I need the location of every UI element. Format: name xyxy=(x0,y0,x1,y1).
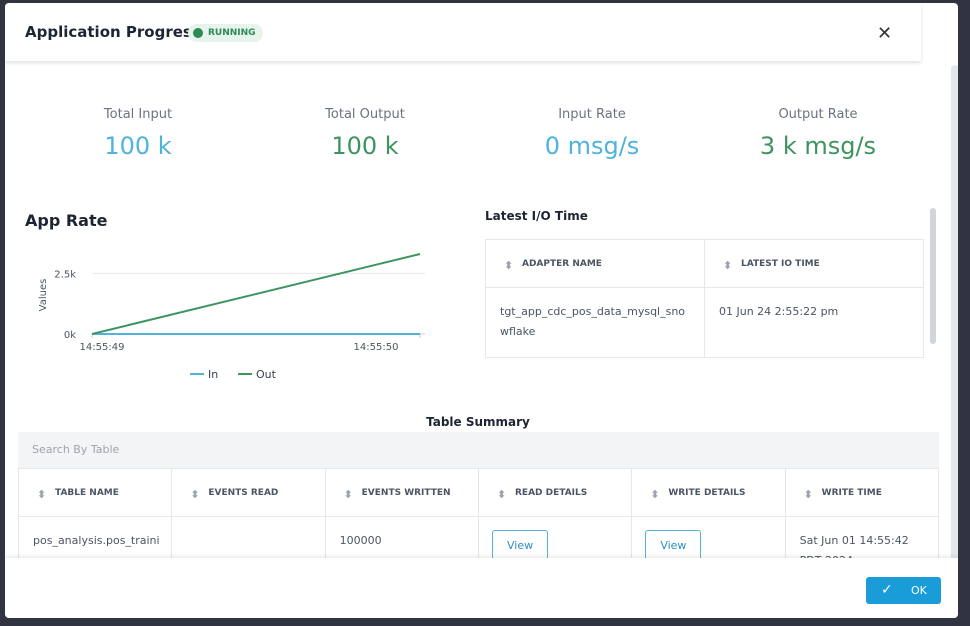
stat-value: 100 k xyxy=(331,132,399,160)
y-axis-label: Values xyxy=(38,279,49,312)
search-input[interactable]: Search By Table xyxy=(18,432,939,468)
cell: View xyxy=(477,516,633,558)
cell: View xyxy=(631,516,786,558)
stat: Total Output 100 k xyxy=(255,107,475,160)
status-badge: RUNNING xyxy=(188,24,263,42)
modal-title: Application Progress xyxy=(25,23,201,41)
view-button[interactable]: View xyxy=(645,530,702,558)
io-table: ADAPTER NAMELATEST IO TIMEtgt_app_cdc_po… xyxy=(485,239,924,358)
column-header: TABLE NAME xyxy=(18,468,173,517)
chart: 0k 2.5k Values 14:55:49 14:55:50 In Out xyxy=(38,253,425,381)
cell: Sat Jun 01 14:55:42 PDT 2024 xyxy=(784,516,939,558)
x-tick-label: 14:55:49 xyxy=(80,342,125,353)
cell: 01 Jun 24 2:55:22 pm xyxy=(704,287,924,358)
column-header: EVENTS READ xyxy=(171,468,326,517)
cell: 100000 xyxy=(324,516,479,558)
stat-label: Input Rate xyxy=(558,107,626,122)
stat-label: Total Output xyxy=(325,107,405,122)
header-row: TABLE NAMEEVENTS READEVENTS WRITTENREAD … xyxy=(18,468,939,517)
stat-value: 3 k msg/s xyxy=(759,132,877,160)
scrollbar[interactable] xyxy=(951,65,958,565)
io-table-wrap: ADAPTER NAMELATEST IO TIMEtgt_app_cdc_po… xyxy=(485,239,924,383)
x-tick-label: 14:55:50 xyxy=(354,342,399,353)
stat-label: Output Rate xyxy=(778,107,858,122)
column-header: LATEST IO TIME xyxy=(704,239,924,288)
modal: Application Progress RUNNING ✕ Total Inp… xyxy=(5,3,958,618)
row: pos_analysis.pos_traini 100000 View View Sat… xyxy=(18,516,939,558)
stat: Output Rate 3 k msg/s xyxy=(708,107,928,160)
ok-button[interactable]: OK xyxy=(866,577,941,604)
scrollbar[interactable] xyxy=(930,208,936,344)
row: tgt_app_cdc_pos_data_mysql_snowflake 01 J… xyxy=(485,287,924,358)
modal-header: Application Progress RUNNING ✕ xyxy=(5,3,921,61)
column-header: EVENTS WRITTEN xyxy=(324,468,479,517)
stat-value: 100 k xyxy=(104,132,172,160)
legend-label: In xyxy=(208,368,218,381)
view-button[interactable]: View xyxy=(491,530,549,558)
column-header: WRITE DETAILS xyxy=(631,468,786,517)
stat: Total Input 100 k xyxy=(28,107,248,160)
stat-label: Total Input xyxy=(103,107,173,122)
stat-value: 0 msg/s xyxy=(544,132,640,160)
column-header: ADAPTER NAME xyxy=(485,239,705,288)
column-header: WRITE TIME xyxy=(784,468,939,517)
summary-title: Table Summary xyxy=(426,415,530,429)
header-row: ADAPTER NAMELATEST IO TIME xyxy=(485,239,924,288)
summary-table: TABLE NAMEEVENTS READEVENTS WRITTENREAD … xyxy=(18,468,939,558)
close-button[interactable]: ✕ xyxy=(877,23,893,44)
y-tick-label: 0k xyxy=(64,330,76,341)
cell: tgt_app_cdc_pos_data_mysql_snowflake xyxy=(485,287,705,358)
column-header: READ DETAILS xyxy=(477,468,633,517)
io-title: Latest I/O Time xyxy=(485,209,588,223)
legend-label: Out xyxy=(256,368,277,381)
stat: Input Rate 0 msg/s xyxy=(482,107,702,160)
footer xyxy=(5,558,958,618)
y-tick-label: 2.5k xyxy=(54,269,76,280)
chart-title: App Rate xyxy=(25,211,108,230)
series-line xyxy=(91,253,421,335)
cell xyxy=(171,516,326,558)
summary-table-wrap: TABLE NAMEEVENTS READEVENTS WRITTENREAD … xyxy=(18,468,939,558)
cell: pos_analysis.pos_traini xyxy=(18,516,173,558)
